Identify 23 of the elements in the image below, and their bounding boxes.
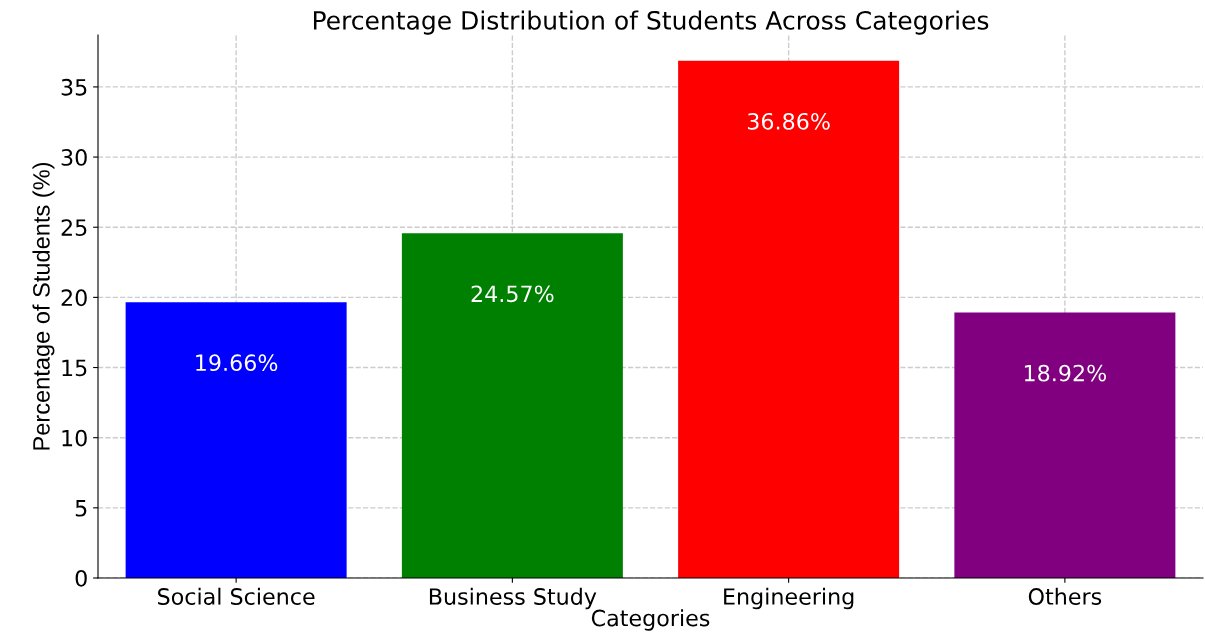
bar [401,233,623,578]
x-axis-title: Categories [591,609,710,631]
y-tick-label: 20 [61,289,87,307]
x-tick-label: Social Science [158,587,315,605]
data-label: 36.86% [747,112,830,130]
y-tick-label: 5 [75,500,87,517]
y-tick-label: 35 [61,78,87,96]
data-label: 24.57% [471,285,554,303]
bar [125,302,347,578]
data-label: 18.92% [1024,364,1107,382]
data-label: 19.66% [196,354,278,372]
y-tick-label: 0 [75,569,87,587]
x-tick-label: Engineering [724,587,854,610]
y-tick-label: 30 [61,149,87,166]
bar [678,60,900,578]
bar [954,312,1176,578]
x-tick-label: Others [1028,587,1102,605]
x-tick-label: Business Study [429,587,597,610]
y-tick-label: 15 [62,359,87,377]
y-axis-title: Percentage of Students (%) [32,162,55,450]
chart-title: Percentage Distribution of Students Across Categories [313,10,989,35]
y-tick-label: 25 [61,219,87,236]
y-tick-label: 10 [62,429,87,447]
